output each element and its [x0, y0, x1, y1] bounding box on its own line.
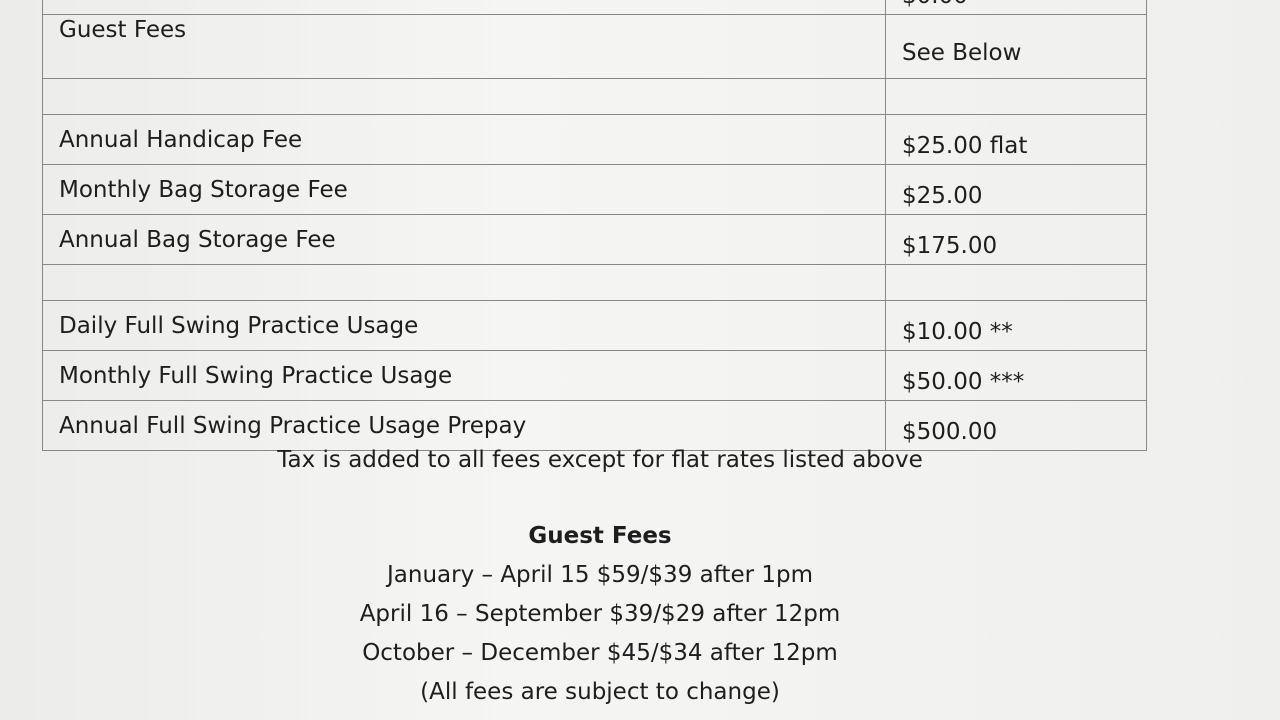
fee-row: Guest Fees See Below [43, 15, 1146, 79]
fee-label: Monthly Bag Storage Fee [43, 165, 886, 214]
guest-fee-line: January – April 15 $59/$39 after 1pm [387, 562, 813, 588]
fee-value: $25.00 flat [902, 132, 1028, 159]
fee-label: Monthly Full Swing Practice Usage [43, 351, 886, 400]
empty-cell [886, 79, 1146, 114]
fee-value: $50.00 *** [902, 368, 1025, 395]
fee-label: Annual Handicap Fee [43, 115, 886, 164]
fee-label [43, 0, 886, 14]
fee-value: See Below [902, 39, 1022, 66]
fee-label: Guest Fees [43, 15, 886, 78]
fee-row: $0.00 [43, 0, 1146, 15]
footer-note: (All fees are subject to change) [420, 679, 780, 705]
guest-fee-line: April 16 – September $39/$29 after 12pm [359, 601, 841, 627]
fee-label: Annual Full Swing Practice Usage Prepay [43, 401, 886, 450]
fee-row: Annual Bag Storage Fee $175.00 [43, 215, 1146, 265]
fee-value: $175.00 [902, 232, 998, 259]
fee-row: Monthly Bag Storage Fee $25.00 [43, 165, 1146, 215]
fee-label: Daily Full Swing Practice Usage [43, 301, 886, 350]
guest-fees-title: Guest Fees [528, 523, 672, 549]
fee-row: Monthly Full Swing Practice Usage $50.00 … [43, 351, 1146, 401]
fee-label: Annual Bag Storage Fee [43, 215, 886, 264]
fee-table: $0.00Guest Fees See Below Annual Handicap … [42, 0, 1147, 451]
fee-row: Annual Handicap Fee $25.00 flat [43, 115, 1146, 165]
empty-cell [886, 265, 1146, 300]
tax-note: Tax is added to all fees except for flat… [277, 447, 923, 473]
fee-row: Annual Full Swing Practice Usage Prepay $… [43, 401, 1146, 451]
spacer-row [43, 265, 1146, 301]
spacer-row [43, 79, 1146, 115]
empty-cell [43, 265, 886, 300]
fee-value: $500.00 [902, 418, 998, 445]
fee-value: $25.00 [902, 182, 983, 209]
fee-value: $10.00 ** [902, 318, 1013, 345]
fee-row: Daily Full Swing Practice Usage $10.00 ** [43, 301, 1146, 351]
guest-fee-line: October – December $45/$34 after 12pm [362, 640, 838, 666]
fee-value: $0.00 [886, 0, 1146, 14]
empty-cell [43, 79, 886, 114]
